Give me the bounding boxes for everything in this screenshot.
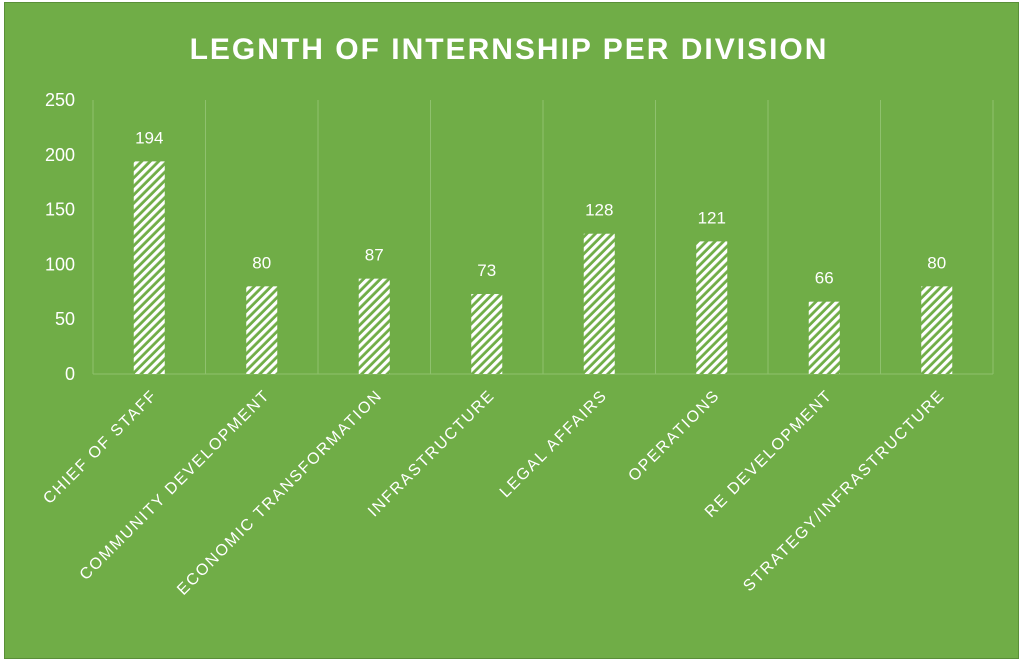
data-label: 80 xyxy=(927,253,946,272)
y-tick-label: 200 xyxy=(45,145,75,165)
data-label: 80 xyxy=(252,253,271,272)
data-label: 73 xyxy=(477,261,496,280)
x-tick-label: COMMUNITY DEVELOPMENT xyxy=(77,387,274,584)
gridlines xyxy=(92,100,994,375)
chart-area: LEGNTH OF INTERNSHIP PER DIVISION 0 50 100… xyxy=(4,2,1019,659)
chart-title: LEGNTH OF INTERNSHIP PER DIVISION xyxy=(190,33,829,66)
x-tick-label: ECONOMIC TRANSFORMATION xyxy=(174,387,386,599)
bars xyxy=(133,161,953,374)
x-tick-label: STRATEGY/INFRASTRUCTURE xyxy=(740,387,948,595)
y-tick-label: 50 xyxy=(55,309,75,329)
data-label: 121 xyxy=(698,208,726,227)
y-axis: 0 50 100 150 200 250 xyxy=(45,90,75,384)
data-labels: 194 80 87 73 128 121 66 80 xyxy=(135,128,946,287)
y-tick-label: 250 xyxy=(45,90,75,110)
bar xyxy=(921,286,953,374)
bar xyxy=(471,293,503,374)
data-label: 66 xyxy=(815,269,834,288)
bar xyxy=(808,301,840,374)
x-tick-label: OPERATIONS xyxy=(625,387,723,485)
x-tick-label: RE DEVELOPMENT xyxy=(702,387,836,521)
x-tick-label: CHIEF OF STAFF xyxy=(40,387,161,508)
data-label: 194 xyxy=(135,128,163,147)
bar xyxy=(133,161,165,374)
x-tick-label: LEGAL AFFAIRS xyxy=(497,387,611,501)
y-tick-label: 100 xyxy=(45,254,75,274)
bar xyxy=(358,278,390,374)
bar-chart: LEGNTH OF INTERNSHIP PER DIVISION 0 50 100… xyxy=(40,33,994,599)
bar xyxy=(583,233,615,374)
data-label: 128 xyxy=(585,201,613,220)
y-tick-label: 150 xyxy=(45,200,75,220)
bar xyxy=(246,286,278,374)
x-tick-label: INFRASTRUCTURE xyxy=(365,387,499,521)
data-label: 87 xyxy=(365,246,384,265)
bar xyxy=(696,241,728,374)
y-tick-label: 0 xyxy=(65,364,75,384)
